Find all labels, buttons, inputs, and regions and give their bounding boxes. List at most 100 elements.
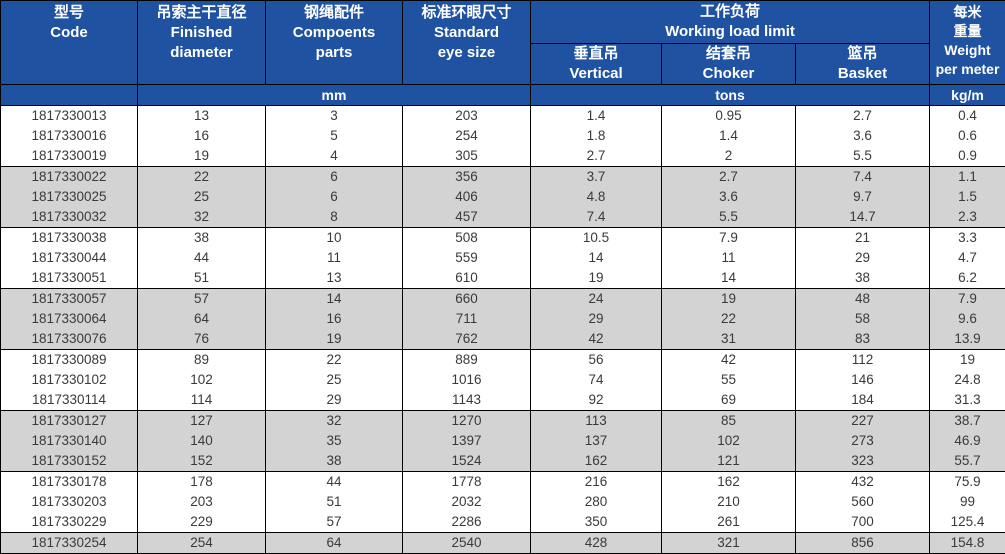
table-cell: 1817330127 (0, 410, 138, 431)
table-cell: 38 (795, 268, 930, 289)
table-cell: 14 (661, 268, 796, 289)
table-cell: 1.8 (530, 126, 662, 146)
table-cell: 1817330076 (0, 329, 138, 350)
table-cell: 1817330016 (0, 126, 138, 146)
table-cell: 3.6 (661, 187, 796, 207)
col-header-basket-zh: 篮吊 (847, 45, 878, 62)
col-header-basket: 篮吊 Basket (795, 43, 930, 85)
table-cell: 24 (530, 288, 662, 309)
table-row: 1817330019 19 4 305 2.7 2 5.5 0.9 (0, 146, 1005, 167)
table-cell: 711 (402, 309, 531, 329)
table-cell: 254 (137, 532, 266, 554)
table-row: 1817330229 229 57 2286 350 261 700 125.4 (0, 512, 1005, 533)
col-header-components-parts-en2: parts (315, 44, 353, 61)
table-cell: 83 (795, 329, 930, 350)
table-row: 1817330178 178 44 1778 216 162 432 75.9 (0, 471, 1005, 492)
table-cell: 2.7 (795, 105, 930, 126)
table-cell: 69 (661, 390, 796, 411)
table-cell: 121 (661, 451, 796, 472)
table-cell: 203 (137, 492, 266, 512)
table-cell: 74 (530, 370, 662, 390)
table-cell: 216 (530, 471, 662, 492)
table-cell: 2.3 (929, 207, 1005, 228)
table-row: 1817330114 114 29 1143 92 69 184 31.3 (0, 390, 1005, 411)
table-cell: 25 (137, 187, 266, 207)
table-cell: 1817330114 (0, 390, 138, 411)
table-cell: 5.5 (795, 146, 930, 167)
table-cell: 0.4 (929, 105, 1005, 126)
table-body: 1817330013 13 3 203 1.4 0.95 2.7 0.4 1817330016 1… (0, 105, 1005, 554)
table-cell: 25 (265, 370, 403, 390)
table-cell: 350 (530, 512, 662, 533)
table-row: 1817330064 64 16 711 29 22 58 9.6 (0, 309, 1005, 329)
col-header-choker-en: Choker (702, 65, 755, 82)
table-row: 1817330025 25 6 406 4.8 3.6 9.7 1.5 (0, 187, 1005, 207)
table-cell: 7.4 (795, 166, 930, 187)
col-header-weight-per-meter-zh1: 每米 (953, 4, 982, 20)
table-cell: 203 (402, 105, 531, 126)
table-cell: 125.4 (929, 512, 1005, 533)
table-cell: 210 (661, 492, 796, 512)
table-cell: 13.9 (929, 329, 1005, 350)
table-cell: 42 (661, 349, 796, 370)
table-row: 1817330203 203 51 2032 280 210 560 99 (0, 492, 1005, 512)
units-kg-per-m: kg/m (929, 84, 1005, 106)
table-row: 1817330127 127 32 1270 113 85 227 38.7 (0, 410, 1005, 431)
col-header-code: 型号 Code (0, 0, 138, 85)
table-cell: 2.7 (661, 166, 796, 187)
table-cell: 6 (265, 187, 403, 207)
table-cell: 2 (661, 146, 796, 167)
table-cell: 38 (265, 451, 403, 472)
table-cell: 3.3 (929, 227, 1005, 248)
table-cell: 1817330102 (0, 370, 138, 390)
table-cell: 29 (795, 248, 930, 268)
table-cell: 19 (530, 268, 662, 289)
table-cell: 38 (137, 227, 266, 248)
table-cell: 51 (137, 268, 266, 289)
units-empty-cell (0, 84, 138, 106)
table-cell: 89 (137, 349, 266, 370)
table-cell: 57 (137, 288, 266, 309)
table-cell: 323 (795, 451, 930, 472)
col-header-components-parts-en1: Compoents (292, 24, 376, 41)
table-cell: 44 (137, 248, 266, 268)
table-cell: 1270 (402, 410, 531, 431)
table-cell: 11 (265, 248, 403, 268)
table-cell: 140 (137, 431, 266, 451)
table-cell: 7.9 (661, 227, 796, 248)
table-row: 1817330038 38 10 508 10.5 7.9 21 3.3 (0, 227, 1005, 248)
col-header-choker-zh: 结套吊 (705, 45, 751, 62)
table-row: 1817330013 13 3 203 1.4 0.95 2.7 0.4 (0, 105, 1005, 126)
table-cell: 1817330089 (0, 349, 138, 370)
table-row: 1817330089 89 22 889 56 42 112 19 (0, 349, 1005, 370)
table-cell: 85 (661, 410, 796, 431)
table-cell: 1817330038 (0, 227, 138, 248)
table-cell: 1817330057 (0, 288, 138, 309)
table-cell: 48 (795, 288, 930, 309)
table-cell: 4.8 (530, 187, 662, 207)
table-cell: 3.6 (795, 126, 930, 146)
table-cell: 1016 (402, 370, 531, 390)
col-header-working-load-limit-en: Working load limit (665, 23, 795, 40)
table-cell: 127 (137, 410, 266, 431)
table-cell: 162 (661, 471, 796, 492)
table-cell: 1817330022 (0, 166, 138, 187)
table-cell: 305 (402, 146, 531, 167)
table-row: 1817330022 22 6 356 3.7 2.7 7.4 1.1 (0, 166, 1005, 187)
table-cell: 75.9 (929, 471, 1005, 492)
table-cell: 406 (402, 187, 531, 207)
table-cell: 184 (795, 390, 930, 411)
table-cell: 4 (265, 146, 403, 167)
table-cell: 10 (265, 227, 403, 248)
table-cell: 457 (402, 207, 531, 228)
table-cell: 114 (137, 390, 266, 411)
table-row: 1817330076 76 19 762 42 31 83 13.9 (0, 329, 1005, 350)
table-cell: 5.5 (661, 207, 796, 228)
col-header-vertical: 垂直吊 Vertical (530, 43, 662, 85)
table-cell: 8 (265, 207, 403, 228)
table-cell: 58 (795, 309, 930, 329)
table-cell: 154.8 (929, 532, 1005, 554)
table-header: 型号 Code 吊索主干直径 Finished diameter 钢绳配件 Co… (0, 0, 1005, 106)
table-cell: 146 (795, 370, 930, 390)
